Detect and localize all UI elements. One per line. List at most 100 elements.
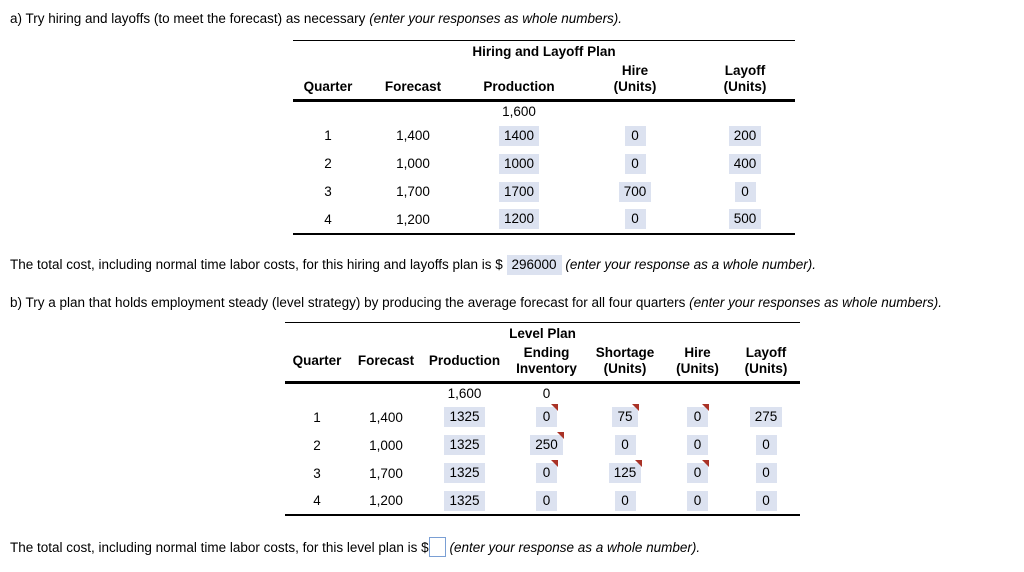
shortage-input[interactable]: 0	[614, 490, 636, 511]
production-input[interactable]: 1200	[498, 209, 540, 229]
quarter-cell: 2	[313, 437, 321, 453]
col-header-quarter: Quarter	[293, 61, 363, 102]
initial-production-value: 1,600	[502, 104, 536, 120]
col-header-shortage: Shortage (Units)	[587, 342, 663, 384]
total-cost-a-input[interactable]: 296000	[506, 254, 562, 275]
hire-input[interactable]: 0	[624, 209, 646, 229]
hire-input[interactable]: 0	[624, 125, 646, 146]
forecast-cell: 1,200	[396, 211, 430, 227]
forecast-cell: 1,700	[369, 465, 403, 481]
section-a-total-line: The total cost, including normal time la…	[0, 254, 1024, 275]
section-a-intro-line: a) Try hiring and layoffs (to meet the f…	[0, 10, 1024, 27]
forecast-cell: 1,200	[369, 493, 403, 508]
incorrect-answer-flag-icon	[702, 404, 709, 411]
layoff-input[interactable]: 0	[755, 490, 777, 511]
hire-input[interactable]: 0	[687, 404, 709, 427]
col-header-hire: Hire (Units)	[663, 342, 732, 384]
col-header-hire: Hire (Units)	[575, 61, 695, 102]
quarter-cell: 4	[313, 493, 321, 508]
section-b-total-note: (enter your response as a whole number).	[449, 540, 701, 555]
table-row: Level Plan	[285, 322, 800, 343]
layoff-input[interactable]: 0	[755, 463, 777, 483]
hiring-layoff-table: Hiring and Layoff Plan Quarter Forecast …	[293, 40, 796, 235]
total-cost-b-input[interactable]	[428, 537, 446, 557]
shortage-input[interactable]: 125	[608, 460, 643, 483]
col-header-layoff: Layoff (Units)	[732, 342, 801, 384]
col-header-production: Production	[463, 61, 575, 102]
incorrect-answer-flag-icon	[635, 460, 643, 467]
col-header-layoff: Layoff (Units)	[695, 61, 796, 102]
forecast-cell: 1,400	[396, 128, 430, 143]
hire-input[interactable]: 0	[624, 153, 646, 174]
initial-production-value: 1,600	[447, 385, 482, 401]
col-header-production: Production	[423, 342, 506, 384]
level-table-title: Level Plan	[509, 325, 576, 341]
quarter-cell: 3	[313, 465, 321, 481]
layoff-input[interactable]: 200	[728, 125, 762, 146]
section-b-intro-line: b) Try a plan that holds employment stea…	[0, 294, 1024, 311]
production-input[interactable]: 1000	[498, 153, 540, 174]
quarter-cell: 1	[324, 128, 332, 143]
forecast-cell: 1,700	[396, 184, 430, 199]
hiring-table-title: Hiring and Layoff Plan	[472, 44, 616, 59]
production-input[interactable]: 1325	[444, 407, 485, 427]
forecast-cell: 1,000	[369, 437, 403, 453]
ending-inventory-input[interactable]: 0	[536, 404, 558, 427]
shortage-input[interactable]: 75	[612, 404, 639, 427]
incorrect-answer-flag-icon	[551, 460, 558, 467]
section-a-total-note: (enter your response as a whole number).	[565, 256, 816, 272]
col-header-ending-inventory: Ending Inventory	[506, 342, 587, 384]
section-b-total-line: The total cost, including normal time la…	[0, 537, 1024, 557]
ending-inventory-input[interactable]: 250	[530, 432, 564, 455]
col-header-forecast: Forecast	[363, 61, 463, 102]
table-row: 2 1,000 1000 0 400	[293, 150, 795, 178]
hire-input[interactable]: 0	[687, 490, 708, 511]
incorrect-answer-flag-icon	[702, 460, 709, 467]
table-row: 1 1,400 1325 0 75 0 275	[285, 403, 800, 431]
initial-production-row: 1,600 0	[285, 382, 800, 403]
table-row: 3 1,700 1325 0 125 0 0	[285, 459, 800, 487]
level-plan-table: Level Plan Quarter Forecast Production E…	[285, 321, 801, 516]
initial-inventory-value: 0	[542, 385, 551, 401]
section-a-total-text: The total cost, including normal time la…	[10, 256, 503, 272]
table-row: 4 1,200 1325 0 0 0 0	[285, 487, 800, 515]
hire-input[interactable]: 700	[618, 181, 652, 202]
shortage-input[interactable]: 0	[614, 435, 636, 455]
production-input[interactable]: 1700	[498, 181, 540, 202]
section-b-intro-text: b) Try a plan that holds employment stea…	[10, 294, 686, 310]
hire-input[interactable]: 0	[687, 435, 708, 455]
production-input[interactable]: 1325	[444, 490, 485, 511]
production-input[interactable]: 1325	[444, 435, 485, 455]
layoff-input[interactable]: 0	[755, 435, 777, 455]
table-row: 1 1,400 1400 0 200	[293, 122, 795, 150]
section-a-intro-text: a) Try hiring and layoffs (to meet the f…	[10, 11, 366, 26]
layoff-input[interactable]: 500	[728, 209, 762, 229]
table-row: Quarter Forecast Production Ending Inven…	[285, 342, 801, 384]
incorrect-answer-flag-icon	[631, 404, 639, 411]
ending-inventory-input[interactable]: 0	[536, 490, 557, 511]
quarter-cell: 2	[324, 156, 332, 171]
quarter-cell: 1	[313, 409, 321, 425]
hire-input[interactable]: 0	[687, 460, 709, 483]
col-header-quarter: Quarter	[285, 342, 349, 384]
production-input[interactable]: 1400	[498, 125, 540, 146]
section-b-total-text: The total cost, including normal time la…	[10, 540, 429, 555]
table-row: 4 1,200 1200 0 500	[293, 206, 795, 234]
section-b-intro-note: (enter your responses as whole numbers).	[689, 294, 942, 310]
table-row: 3 1,700 1700 700 0	[293, 178, 795, 206]
forecast-cell: 1,000	[396, 156, 430, 171]
ending-inventory-input[interactable]: 0	[536, 460, 558, 483]
quarter-cell: 4	[324, 211, 332, 227]
initial-production-row: 1,600	[293, 101, 795, 122]
production-input[interactable]: 1325	[444, 463, 485, 483]
table-row: Hiring and Layoff Plan	[293, 41, 795, 62]
forecast-cell: 1,400	[369, 409, 403, 425]
layoff-input[interactable]: 275	[749, 407, 783, 427]
quarter-cell: 3	[324, 184, 332, 199]
table-row: 2 1,000 1325 250 0 0 0	[285, 431, 800, 459]
table-row: Quarter Forecast Production Hire (Units)…	[293, 61, 796, 102]
incorrect-answer-flag-icon	[556, 432, 564, 439]
layoff-input[interactable]: 0	[734, 181, 756, 202]
layoff-input[interactable]: 400	[728, 153, 762, 174]
col-header-forecast: Forecast	[349, 342, 423, 384]
